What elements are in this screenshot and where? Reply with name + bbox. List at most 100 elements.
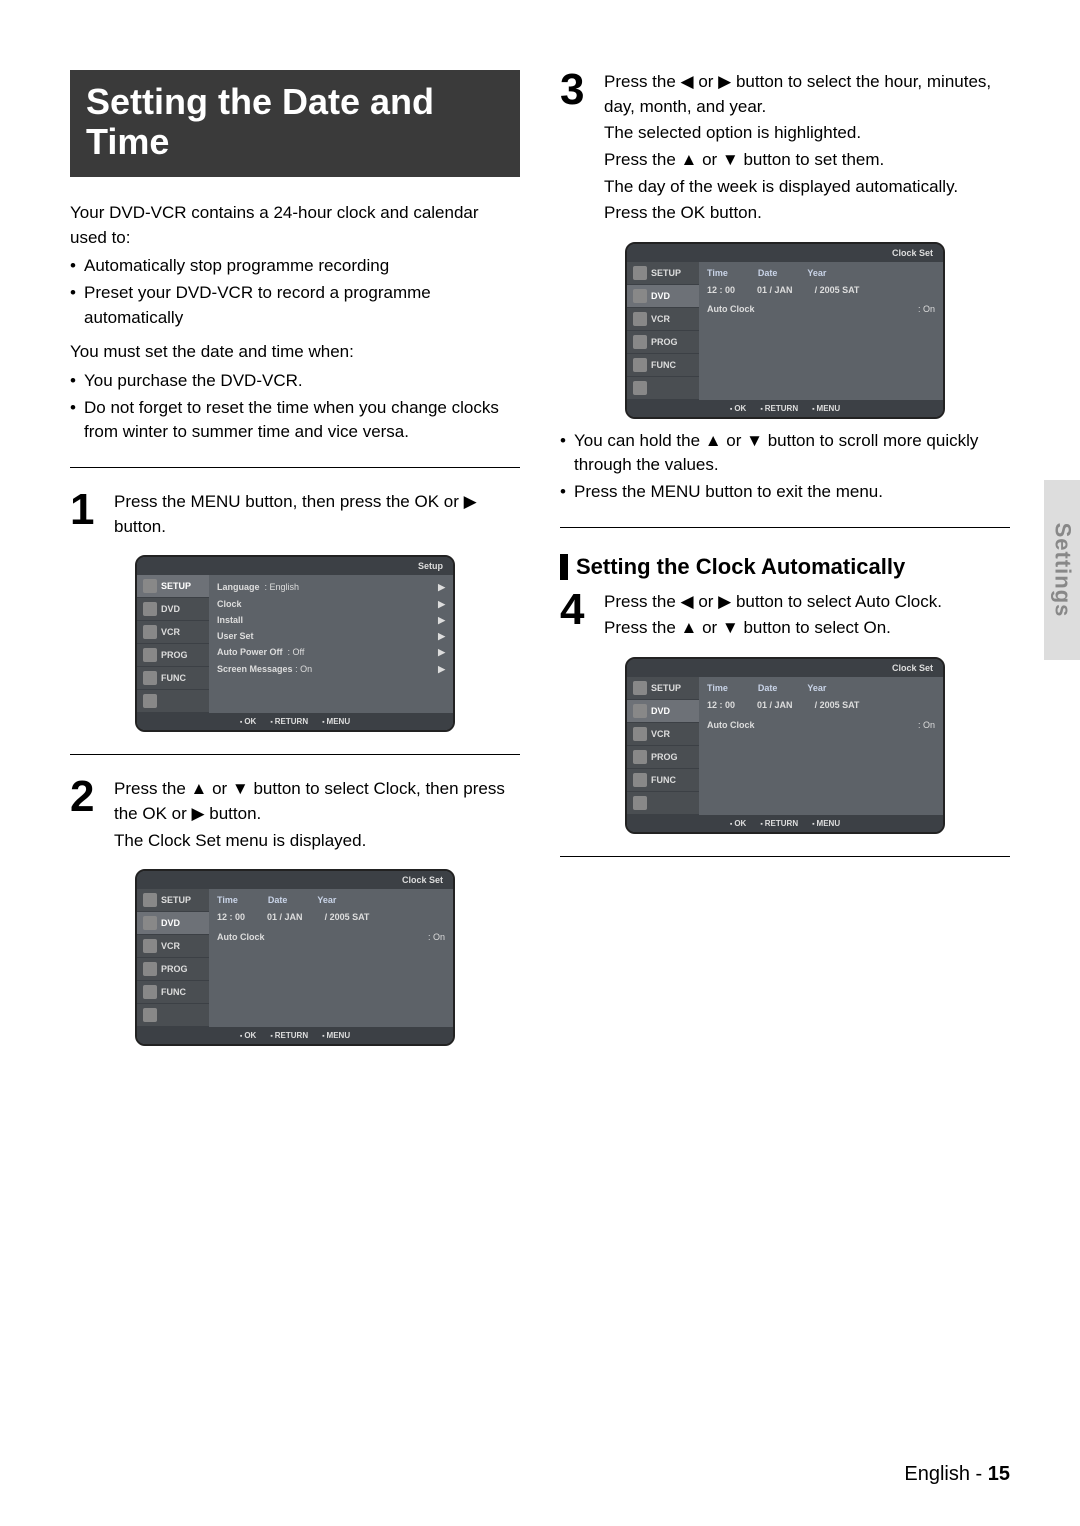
divider — [560, 856, 1010, 857]
sidebar-item-func: FUNC — [137, 667, 209, 690]
sidebar-item-func: FUNC — [627, 769, 699, 792]
dots-icon — [633, 381, 647, 395]
sidebar-item-setup: SETUP — [627, 262, 699, 285]
sidebar-item-dvd: DVD — [627, 285, 699, 308]
intro-bullet: You purchase the DVD-VCR. — [70, 369, 520, 394]
chevron-right-icon: ▶ — [438, 629, 445, 644]
step-text: The selected option is highlighted. — [604, 121, 1010, 146]
func-icon — [633, 358, 647, 372]
gear-icon — [633, 681, 647, 695]
sidebar-item-blank — [627, 792, 699, 815]
chevron-right-icon: ▶ — [438, 597, 445, 612]
sidebar-item-setup: SETUP — [627, 677, 699, 700]
osd-sidebar: SETUP DVD VCR PROG FUNC — [137, 575, 209, 713]
dvd-icon — [143, 602, 157, 616]
sidebar-item-vcr: VCR — [137, 935, 209, 958]
dots-icon — [143, 694, 157, 708]
clock-icon — [143, 648, 157, 662]
osd-main: TimeDateYear 12 : 0001 / JAN/ 2005 SAT A… — [699, 677, 943, 815]
left-column: Setting the Date and Time Your DVD-VCR c… — [70, 70, 520, 1054]
osd-title: Clock Set — [137, 871, 453, 889]
section-tab: Settings — [1044, 480, 1080, 660]
vcr-icon — [633, 312, 647, 326]
notes-list: You can hold the ▲ or ▼ button to scroll… — [560, 429, 1010, 505]
step-number: 3 — [560, 70, 594, 110]
osd-main: TimeDateYear 12 : 0001 / JAN/ 2005 SAT A… — [209, 889, 453, 1027]
step-text: The Clock Set menu is displayed. — [114, 829, 520, 854]
note-item: You can hold the ▲ or ▼ button to scroll… — [560, 429, 1010, 478]
sidebar-item-func: FUNC — [627, 354, 699, 377]
intro-p1: Your DVD-VCR contains a 24-hour clock an… — [70, 201, 520, 250]
sidebar-item-blank — [627, 377, 699, 400]
step-4: 4 Press the ◀ or ▶ button to select Auto… — [560, 590, 1010, 643]
intro-bullet: Preset your DVD-VCR to record a programm… — [70, 281, 520, 330]
osd-main: TimeDateYear 12 : 0001 / JAN/ 2005 SAT A… — [699, 262, 943, 400]
note-item: Press the MENU button to exit the menu. — [560, 480, 1010, 505]
heading-bar-icon — [560, 554, 568, 580]
osd-clock-set-menu: Clock Set SETUP DVD VCR PROG FUNC TimeDa… — [625, 657, 945, 834]
osd-title: Clock Set — [627, 659, 943, 677]
sidebar-item-prog: PROG — [137, 644, 209, 667]
osd-sidebar: SETUP DVD VCR PROG FUNC — [137, 889, 209, 1027]
osd-title: Setup — [137, 557, 453, 575]
osd-clock-set-menu: Clock Set SETUP DVD VCR PROG FUNC TimeDa… — [625, 242, 945, 419]
sidebar-item-setup: SETUP — [137, 575, 209, 598]
sidebar-item-func: FUNC — [137, 981, 209, 1004]
step-text: Press the MENU button, then press the OK… — [114, 490, 520, 539]
step-text: Press the ▲ or ▼ button to select On. — [604, 616, 942, 641]
sidebar-item-dvd: DVD — [137, 912, 209, 935]
sidebar-item-prog: PROG — [627, 331, 699, 354]
step-text: The day of the week is displayed automat… — [604, 175, 1010, 200]
step-2: 2 Press the ▲ or ▼ button to select Cloc… — [70, 777, 520, 855]
dvd-icon — [143, 916, 157, 930]
sidebar-item-prog: PROG — [627, 746, 699, 769]
sidebar-item-setup: SETUP — [137, 889, 209, 912]
func-icon — [633, 773, 647, 787]
intro-text: Your DVD-VCR contains a 24-hour clock an… — [70, 201, 520, 445]
chevron-right-icon: ▶ — [438, 662, 445, 677]
step-number: 1 — [70, 490, 104, 530]
osd-clock-set-menu: Clock Set SETUP DVD VCR PROG FUNC TimeDa… — [135, 869, 455, 1046]
osd-bottom-bar: OK RETURN MENU — [627, 400, 943, 417]
sidebar-item-prog: PROG — [137, 958, 209, 981]
sidebar-item-dvd: DVD — [137, 598, 209, 621]
sidebar-item-vcr: VCR — [137, 621, 209, 644]
func-icon — [143, 985, 157, 999]
divider — [70, 467, 520, 468]
step-text: Press the OK button. — [604, 201, 1010, 226]
osd-title: Clock Set — [627, 244, 943, 262]
step-number: 4 — [560, 590, 594, 630]
vcr-icon — [143, 939, 157, 953]
dots-icon — [143, 1008, 157, 1022]
step-number: 2 — [70, 777, 104, 817]
step-text: Press the ▲ or ▼ button to set them. — [604, 148, 1010, 173]
subheading: Setting the Clock Automatically — [560, 554, 1010, 580]
step-text: Press the ▲ or ▼ button to select Clock,… — [114, 777, 520, 826]
osd-setup-menu: Setup SETUP DVD VCR PROG FUNC Language :… — [135, 555, 455, 732]
osd-bottom-bar: OK RETURN MENU — [137, 1027, 453, 1044]
dvd-icon — [633, 704, 647, 718]
chevron-right-icon: ▶ — [438, 580, 445, 595]
clock-icon — [633, 335, 647, 349]
osd-sidebar: SETUP DVD VCR PROG FUNC — [627, 262, 699, 400]
step-text: Press the ◀ or ▶ button to select the ho… — [604, 70, 1010, 119]
sidebar-item-blank — [137, 1004, 209, 1027]
chevron-right-icon: ▶ — [438, 645, 445, 660]
step-1: 1 Press the MENU button, then press the … — [70, 490, 520, 541]
clock-icon — [143, 962, 157, 976]
osd-bottom-bar: OK RETURN MENU — [137, 713, 453, 730]
sidebar-item-vcr: VCR — [627, 308, 699, 331]
intro-bullet: Automatically stop programme recording — [70, 254, 520, 279]
vcr-icon — [143, 625, 157, 639]
sidebar-item-blank — [137, 690, 209, 713]
dots-icon — [633, 796, 647, 810]
divider — [70, 754, 520, 755]
sidebar-item-vcr: VCR — [627, 723, 699, 746]
intro-p2: You must set the date and time when: — [70, 340, 520, 365]
sidebar-item-dvd: DVD — [627, 700, 699, 723]
step-3: 3 Press the ◀ or ▶ button to select the … — [560, 70, 1010, 228]
right-column: 3 Press the ◀ or ▶ button to select the … — [560, 70, 1010, 1054]
intro-bullet: Do not forget to reset the time when you… — [70, 396, 520, 445]
page-title: Setting the Date and Time — [86, 82, 504, 161]
clock-icon — [633, 750, 647, 764]
